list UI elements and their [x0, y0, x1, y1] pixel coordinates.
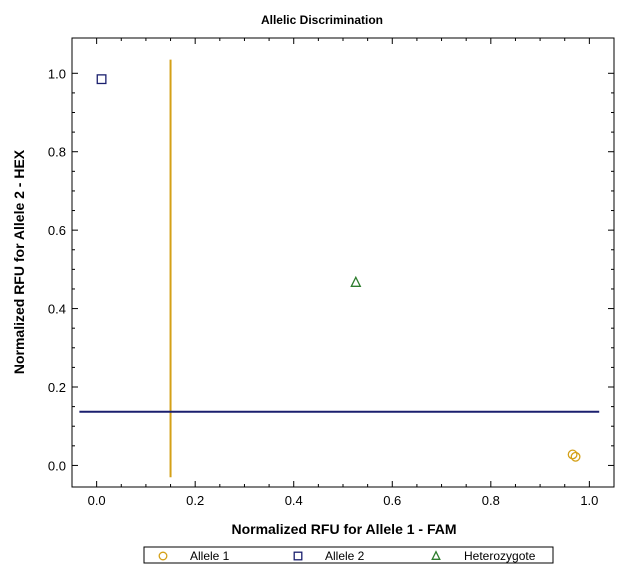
y-tick-label: 0.4: [48, 302, 66, 317]
legend: Allele 1 Allele 2 Heterozygote: [143, 546, 554, 564]
x-tick-label: 0.0: [88, 493, 106, 508]
heterozygote-point: [350, 275, 362, 287]
axes: 0.0 0.2 0.4 0.6 0.8 1.0 0.0 0.2 0.4 0.6 0.8 1.0: [48, 38, 614, 508]
allele-1-point: [567, 449, 578, 460]
legend-label-allele-2: Allele 2: [325, 549, 365, 563]
legend-marker-allele-2: [293, 551, 303, 561]
x-tick-label: 0.2: [186, 493, 204, 508]
legend-marker-allele-1: [158, 551, 168, 561]
y-tick-label: 0.2: [48, 380, 66, 395]
chart-title: Allelic Discrimination: [261, 13, 383, 27]
allele-1-point: [570, 451, 581, 462]
legend-marker-heterozygote: [431, 550, 441, 560]
x-axis-title: Normalized RFU for Allele 1 - FAM: [231, 521, 456, 537]
x-tick-label: 1.0: [580, 493, 598, 508]
legend-label-allele-1: Allele 1: [190, 549, 230, 563]
y-tick-label: 0.8: [48, 145, 66, 160]
y-tick-label: 0.0: [48, 458, 66, 473]
y-axis-title: Normalized RFU for Allele 2 - HEX: [11, 149, 27, 374]
threshold-lines: [79, 59, 600, 478]
x-tick-label: 0.8: [482, 493, 500, 508]
x-tick-label: 0.6: [383, 493, 401, 508]
x-tick-label: 0.4: [285, 493, 303, 508]
y-tick-label: 0.6: [48, 223, 66, 238]
allele-2-point: [96, 74, 107, 85]
y-tick-label: 1.0: [48, 66, 66, 81]
legend-box: [143, 546, 554, 564]
legend-label-heterozygote: Heterozygote: [464, 549, 536, 563]
plot-area: [71, 37, 615, 488]
data-points: [96, 74, 581, 462]
